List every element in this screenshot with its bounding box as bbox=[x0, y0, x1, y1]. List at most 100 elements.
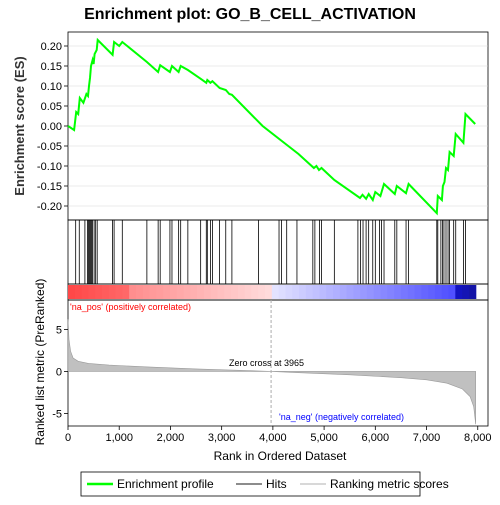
colorbar-segment bbox=[468, 285, 477, 299]
x-tick-label: 4,000 bbox=[259, 432, 287, 444]
colorbar-segment bbox=[251, 285, 259, 299]
zero-cross-label: Zero cross at 3965 bbox=[229, 358, 304, 368]
colorbar-segment bbox=[339, 285, 348, 299]
x-tick-label: 3,000 bbox=[208, 432, 236, 444]
colorbar-segment bbox=[333, 285, 341, 299]
x-tick-label: 0 bbox=[65, 432, 71, 444]
colorbar-segment bbox=[326, 285, 334, 299]
ranking-y-axis-label: Ranked list metric (PreRanked) bbox=[33, 279, 47, 446]
colorbar-segment bbox=[448, 285, 456, 299]
colorbar-segment bbox=[271, 285, 280, 299]
colorbar-segment bbox=[278, 285, 287, 299]
colorbar-segment bbox=[244, 285, 253, 299]
positive-correlation-label: 'na_pos' (positively correlated) bbox=[70, 302, 191, 312]
colorbar-segment bbox=[95, 285, 103, 299]
es-y-tick-label: -0.15 bbox=[37, 181, 62, 193]
colorbar-segment bbox=[434, 285, 443, 299]
colorbar-segment bbox=[190, 285, 198, 299]
colorbar-segment bbox=[366, 285, 375, 299]
ranking-y-tick-label: 5 bbox=[56, 324, 62, 336]
ranking-y-tick-label: 0 bbox=[56, 366, 62, 378]
colorbar-segment bbox=[122, 285, 130, 299]
colorbar-segment bbox=[312, 285, 321, 299]
colorbar-segment bbox=[299, 285, 307, 299]
colorbar-segment bbox=[421, 285, 429, 299]
es-y-tick-label: 0.00 bbox=[41, 121, 62, 133]
colorbar-segment bbox=[360, 285, 368, 299]
hit-marks bbox=[75, 220, 466, 284]
colorbar-segment bbox=[115, 285, 123, 299]
es-y-axis-label: Enrichment score (ES) bbox=[12, 56, 27, 195]
colorbar-segment bbox=[387, 285, 395, 299]
colorbar-segment bbox=[353, 285, 361, 299]
es-y-tick-label: -0.10 bbox=[37, 161, 62, 173]
colorbar-segment bbox=[346, 285, 354, 299]
enrichment-profile-line bbox=[67, 37, 476, 216]
colorbar-segment bbox=[455, 285, 463, 299]
x-tick-label: 6,000 bbox=[362, 432, 390, 444]
x-axis-label: Rank in Ordered Dataset bbox=[214, 449, 347, 463]
negative-correlation-label: 'na_neg' (negatively correlated) bbox=[279, 412, 404, 422]
colorbar-segment bbox=[258, 285, 266, 299]
legend-label-hits: Hits bbox=[266, 477, 287, 491]
colorbar-segment bbox=[176, 285, 185, 299]
x-tick-label: 8,000 bbox=[464, 432, 492, 444]
colorbar-segment bbox=[441, 285, 450, 299]
legend-label-ranking: Ranking metric scores bbox=[330, 477, 449, 491]
colorbar-segment bbox=[428, 285, 436, 299]
colorbar-segment bbox=[292, 285, 300, 299]
es-y-ticks: -0.20 -0.15 -0.10 -0.05 0.00 0.05 0.10 0.15 0.20 bbox=[37, 41, 68, 213]
colorbar-segment bbox=[210, 285, 219, 299]
colorbar-segment bbox=[400, 285, 409, 299]
colorbar-segment bbox=[88, 285, 96, 299]
colorbar-segment bbox=[265, 285, 273, 299]
colorbar-segment bbox=[237, 285, 246, 299]
correlation-colorbar bbox=[68, 285, 477, 299]
colorbar-segment bbox=[197, 285, 205, 299]
x-tick-label: 2,000 bbox=[157, 432, 185, 444]
colorbar-segment bbox=[169, 285, 178, 299]
ranking-y-tick-label: -5 bbox=[52, 408, 62, 420]
es-y-tick-label: 0.15 bbox=[41, 61, 62, 73]
colorbar-segment bbox=[305, 285, 314, 299]
colorbar-segment bbox=[319, 285, 327, 299]
colorbar-segment bbox=[394, 285, 402, 299]
colorbar-segment bbox=[217, 285, 225, 299]
colorbar-segment bbox=[101, 285, 110, 299]
chart-title: Enrichment plot: GO_B_CELL_ACTIVATION bbox=[84, 6, 416, 23]
legend-label-profile: Enrichment profile bbox=[117, 477, 214, 491]
x-tick-label: 1,000 bbox=[105, 432, 133, 444]
colorbar-segment bbox=[373, 285, 382, 299]
colorbar-segment bbox=[149, 285, 157, 299]
es-y-tick-label: 0.10 bbox=[41, 81, 62, 93]
colorbar-segment bbox=[163, 285, 171, 299]
colorbar-segment bbox=[203, 285, 212, 299]
colorbar-segment bbox=[156, 285, 164, 299]
colorbar-segment bbox=[224, 285, 232, 299]
colorbar-segment bbox=[68, 285, 76, 299]
es-y-tick-label: 0.05 bbox=[41, 101, 62, 113]
colorbar-segment bbox=[81, 285, 89, 299]
colorbar-segment bbox=[407, 285, 416, 299]
colorbar-segment bbox=[183, 285, 191, 299]
colorbar-segment bbox=[285, 285, 293, 299]
colorbar-segment bbox=[142, 285, 151, 299]
colorbar-segment bbox=[74, 285, 83, 299]
colorbar-segment bbox=[414, 285, 422, 299]
es-gridlines bbox=[68, 45, 488, 207]
x-tick-label: 5,000 bbox=[310, 432, 338, 444]
ranking-y-ticks: -5 0 5 bbox=[52, 324, 68, 420]
colorbar-segment bbox=[380, 285, 388, 299]
x-tick-label: 7,000 bbox=[413, 432, 441, 444]
legend: Enrichment profile Hits Ranking metric s… bbox=[80, 471, 449, 497]
colorbar-segment bbox=[135, 285, 144, 299]
x-axis-ticks: 0 1,000 2,000 3,000 4,000 5,000 6,000 7,000 8,00… bbox=[65, 426, 492, 444]
colorbar-segment bbox=[129, 285, 137, 299]
colorbar-segment bbox=[231, 285, 239, 299]
colorbar-segment bbox=[462, 285, 470, 299]
colorbar-segment bbox=[108, 285, 117, 299]
es-y-tick-label: -0.05 bbox=[37, 141, 62, 153]
